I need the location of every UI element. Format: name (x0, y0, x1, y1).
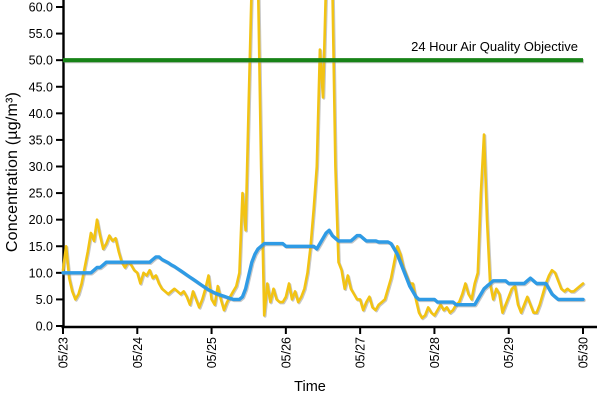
y-tick-label: 25.0 (29, 187, 53, 201)
y-tick-label: 30.0 (29, 160, 53, 174)
objective-line-label: 24 Hour Air Quality Objective (411, 39, 578, 54)
series-hourly-line (61, 0, 585, 320)
x-tick-label: 05/23 (57, 337, 71, 368)
x-tick-label: 05/30 (577, 337, 591, 368)
series-average-line (61, 228, 585, 307)
y-tick-label: 35.0 (29, 133, 53, 147)
y-tick-label: 45.0 (29, 80, 53, 94)
x-tick-label: 05/24 (131, 337, 145, 368)
y-tick-label: 20.0 (29, 213, 53, 227)
y-tick-label: 60.0 (29, 1, 53, 15)
x-tick-label: 05/27 (354, 337, 368, 368)
y-tick-label: 10.0 (29, 266, 53, 280)
x-tick-label: 05/29 (502, 337, 516, 368)
y-tick-label: 5.0 (36, 293, 53, 307)
x-tick-label: 05/25 (205, 337, 219, 368)
y-tick-label: 55.0 (29, 27, 53, 41)
y-tick-label: 15.0 (29, 240, 53, 254)
x-axis-title: Time (294, 379, 326, 395)
y-tick-label: 40.0 (29, 107, 53, 121)
y-tick-label: 0.0 (36, 320, 53, 334)
x-tick-label: 05/28 (428, 337, 442, 368)
y-axis-title: Concentration (µg/m³) (4, 91, 21, 253)
y-tick-label: 50.0 (29, 54, 53, 68)
x-tick-label: 05/26 (279, 337, 293, 368)
